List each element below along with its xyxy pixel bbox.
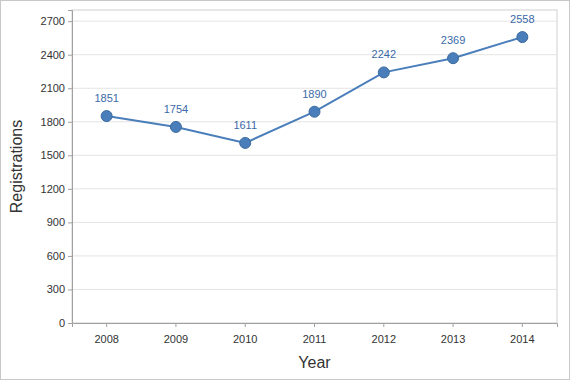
x-tick-mark: [522, 323, 523, 327]
x-tick-label: 2013: [441, 333, 465, 345]
x-tick: 2011: [303, 323, 327, 345]
y-tick-mark: [68, 323, 72, 324]
y-tick-label: 2100: [41, 82, 65, 94]
data-labels: 1851 1754 1611 1890 2242 2369 2558: [94, 13, 534, 131]
grid: [72, 21, 557, 323]
data-label: 2369: [441, 34, 465, 46]
y-tick-label: 0: [59, 317, 65, 329]
y-axis-line: [68, 11, 73, 324]
y-tick-mark: [68, 189, 72, 190]
y-axis: 0 300 600 900 1200 1500 1800 2100 2400 2700: [41, 11, 73, 330]
x-tick: 2009: [164, 323, 188, 345]
grid-line: [72, 255, 557, 256]
grid-line: [72, 222, 557, 223]
y-tick-mark: [68, 21, 72, 22]
y-tick-label: 300: [47, 283, 65, 295]
data-point: [517, 32, 528, 43]
x-tick-label: 2012: [372, 333, 396, 345]
y-tick-mark: [68, 88, 72, 89]
x-tick-mark: [106, 323, 107, 327]
x-axis-line: [73, 324, 558, 328]
data-label: 1851: [94, 92, 118, 104]
x-tick-mark: [383, 323, 384, 327]
data-label: 1890: [302, 88, 326, 100]
y-tick: 2400: [41, 49, 72, 61]
y-tick-label: 600: [47, 250, 65, 262]
x-tick-mark: [314, 323, 315, 327]
data-point: [378, 67, 389, 78]
data-point: [170, 121, 181, 132]
y-tick: 900: [47, 216, 72, 228]
y-tick: 300: [47, 283, 72, 295]
y-tick-mark: [68, 256, 72, 257]
x-tick: 2013: [441, 323, 465, 345]
grid-line: [72, 54, 557, 55]
x-tick-mark: [175, 323, 176, 327]
y-tick: 0: [59, 317, 72, 329]
grid-line: [72, 289, 557, 290]
y-tick: 2100: [41, 82, 72, 94]
data-label: 2242: [372, 48, 396, 60]
data-point: [240, 137, 251, 148]
series-line: [107, 37, 523, 143]
y-tick-mark: [68, 55, 72, 56]
x-tick-mark: [245, 323, 246, 327]
x-tick: 2010: [233, 323, 257, 345]
y-tick: 1800: [41, 116, 72, 128]
x-tick-label: 2008: [94, 333, 118, 345]
y-tick: 1200: [41, 183, 72, 195]
data-label: 2558: [510, 13, 534, 25]
y-tick-label: 2400: [41, 49, 65, 61]
y-axis-title: Registrations: [8, 120, 25, 213]
y-tick-label: 1500: [41, 149, 65, 161]
x-tick: 2012: [372, 323, 396, 345]
x-tick-label: 2009: [164, 333, 188, 345]
y-tick-mark: [68, 122, 72, 123]
plot-area: [101, 32, 528, 149]
data-point: [448, 53, 459, 64]
data-label: 1754: [164, 103, 188, 115]
y-tick-label: 1800: [41, 116, 65, 128]
y-tick: 600: [47, 250, 72, 262]
y-tick-mark: [68, 222, 72, 223]
data-point: [101, 111, 112, 122]
y-tick-mark: [68, 289, 72, 290]
y-tick-label: 900: [47, 216, 65, 228]
grid-line: [72, 21, 557, 22]
grid-line: [72, 188, 557, 189]
x-tick-label: 2014: [510, 333, 534, 345]
data-point: [309, 106, 320, 117]
chart: 0300600900120015001800210024002700200820…: [0, 0, 570, 380]
y-tick-mark: [68, 155, 72, 156]
x-axis: 2008 2009 2010 2011 2012 2013 2014: [73, 323, 558, 345]
plot-frame: [72, 10, 557, 323]
x-tick: 2008: [94, 323, 118, 345]
grid-line: [72, 155, 557, 156]
x-tick-label: 2011: [303, 333, 327, 345]
background: [1, 1, 570, 380]
data-label: 1611: [233, 119, 257, 131]
y-tick-label: 2700: [41, 15, 65, 27]
y-tick-label: 1200: [41, 183, 65, 195]
x-tick: 2014: [510, 323, 534, 345]
x-tick-label: 2010: [233, 333, 257, 345]
y-tick: 2700: [41, 15, 72, 27]
y-tick: 1500: [41, 149, 72, 161]
x-axis-title: Year: [298, 354, 331, 371]
x-tick-mark: [453, 323, 454, 327]
